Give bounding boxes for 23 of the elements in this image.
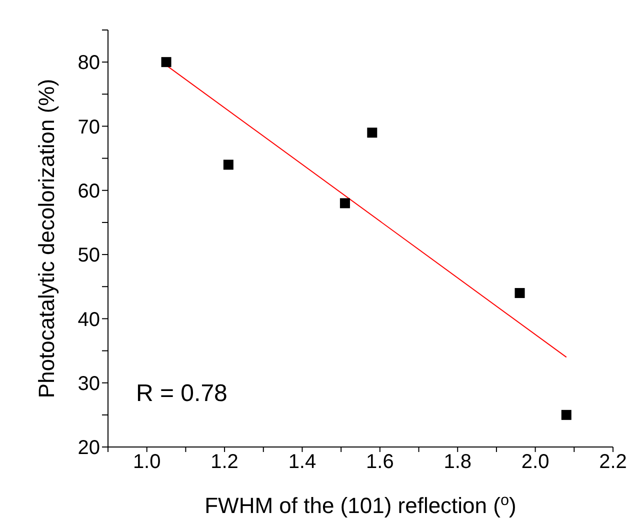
point: [514, 288, 525, 298]
y-tick-label: 70: [78, 116, 100, 138]
point: [161, 57, 172, 68]
y-tick-label: 40: [78, 308, 100, 331]
x-tick-label: 1.8: [444, 451, 472, 474]
y-tick-label: 60: [78, 180, 100, 202]
x-tick-label: 1.0: [132, 451, 161, 474]
point: [561, 410, 572, 420]
y-tick-label: 50: [78, 244, 100, 267]
point: [340, 198, 350, 208]
point: [223, 160, 234, 170]
x-tick-label: 1.4: [288, 451, 316, 474]
x-axis-title: FWHM of the (101) reflection ($^{o}$): [204, 492, 516, 518]
y-axis-title: Photocatalytic decolorization (%): [34, 78, 59, 398]
annotation: R = 0.78: [136, 380, 228, 408]
x-tick-label: 2.2: [599, 451, 627, 474]
x-tick-label: 2.0: [521, 451, 550, 474]
x-tick-label: 1.6: [366, 451, 394, 474]
y-tick-label: 80: [78, 52, 100, 74]
y-tick-label: 30: [78, 372, 100, 395]
point: [367, 128, 378, 138]
y-tick-label: 20: [78, 437, 100, 460]
x-tick-label: 1.2: [210, 451, 238, 474]
